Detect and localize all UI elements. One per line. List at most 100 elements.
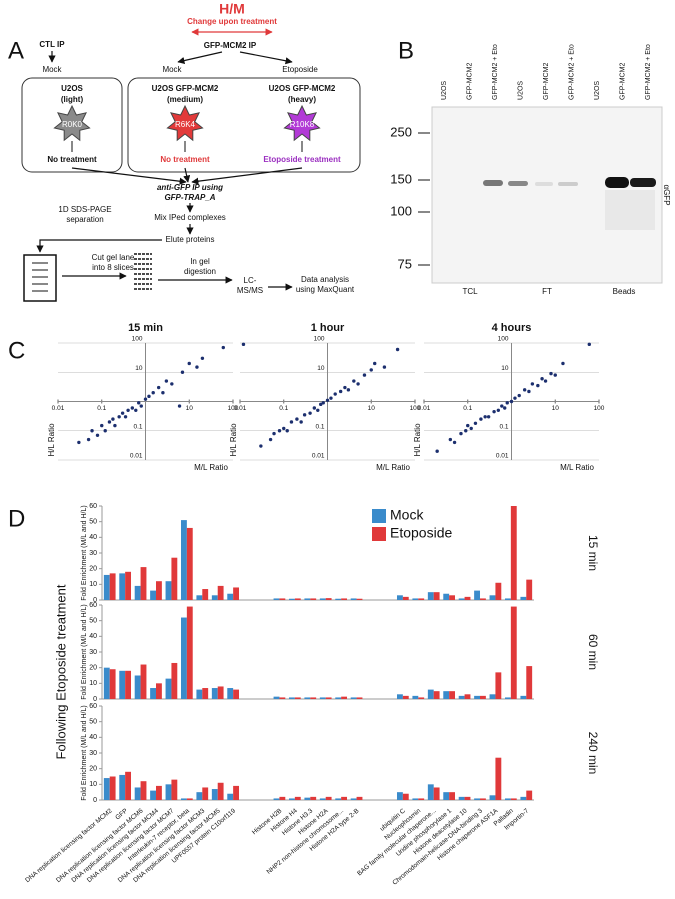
bar xyxy=(350,697,357,699)
antibody-label: αGFP xyxy=(662,184,671,205)
bar xyxy=(227,793,234,800)
data-point xyxy=(137,401,141,405)
group-label: FT xyxy=(542,287,552,296)
data-point xyxy=(479,417,483,421)
ip-step: anti-GFP IP using xyxy=(157,183,223,192)
bar xyxy=(480,695,486,699)
data-point xyxy=(90,429,94,433)
y-axis-title: Fold Enrichment (M/L and H/L) xyxy=(81,604,88,699)
band xyxy=(605,177,629,188)
bar xyxy=(310,796,317,800)
data-point xyxy=(505,401,509,405)
data-point xyxy=(452,440,457,445)
bar xyxy=(474,590,480,600)
bar xyxy=(350,598,357,600)
bar xyxy=(279,598,286,600)
bar xyxy=(335,798,342,800)
y-tick-label: 30 xyxy=(89,550,97,557)
bar xyxy=(356,796,363,800)
bar xyxy=(510,606,517,699)
marker-label: 75 xyxy=(398,256,412,271)
bar xyxy=(103,667,110,699)
data-point xyxy=(466,423,470,428)
etoposide-label: Etoposide xyxy=(282,65,318,74)
data-point xyxy=(486,415,491,419)
x-tick-label: 0.1 xyxy=(97,405,106,412)
data-point xyxy=(530,382,535,386)
y-tick-label: 20 xyxy=(89,566,97,573)
legend-label: Mock xyxy=(390,507,424,523)
legend-swatch xyxy=(372,527,386,541)
bar xyxy=(125,771,132,800)
data-point xyxy=(492,409,496,414)
bar xyxy=(134,585,141,600)
data-point xyxy=(312,406,317,410)
western-blot xyxy=(431,106,663,284)
y-tick-label: 100 xyxy=(498,336,509,343)
lane-label: GFP-MCM2 + Eto xyxy=(568,44,575,100)
x-axis-title: M/L Ratio xyxy=(560,463,594,472)
bar xyxy=(156,683,162,699)
bar xyxy=(294,697,301,699)
change-label: Change upon treatment xyxy=(187,17,277,26)
bar xyxy=(341,598,348,600)
data-point xyxy=(170,382,174,386)
cell-line: U2OS GFP-MCM2 xyxy=(269,84,336,93)
bar xyxy=(273,696,280,699)
data-point xyxy=(500,404,504,408)
y-tick-label: 10 xyxy=(501,365,509,372)
x-tick-label: 10 xyxy=(368,405,376,412)
chart-title: 1 hour xyxy=(311,322,345,334)
marker-label: 100 xyxy=(390,203,412,218)
bar xyxy=(350,798,357,800)
bar xyxy=(458,695,465,699)
bar xyxy=(464,694,471,699)
data-point xyxy=(117,415,121,419)
data-point xyxy=(553,373,557,377)
data-point xyxy=(130,406,135,410)
lane-label: U2OS xyxy=(517,81,524,100)
treatment: No treatment xyxy=(160,155,210,164)
bar xyxy=(325,598,332,600)
bar xyxy=(186,527,193,600)
bar xyxy=(273,798,280,800)
data-point xyxy=(509,399,514,404)
bar xyxy=(233,689,240,699)
bar xyxy=(288,798,295,800)
x-tick-label: 0.01 xyxy=(234,405,247,412)
data-point xyxy=(496,408,501,413)
data-point xyxy=(319,402,323,407)
box xyxy=(21,77,123,173)
bar xyxy=(480,798,486,800)
bar xyxy=(526,790,533,800)
data-point xyxy=(143,397,148,401)
bar xyxy=(134,787,141,800)
panel-letter: C xyxy=(8,337,25,364)
arrow xyxy=(183,167,191,183)
cell-line: U2OS GFP-MCM2 xyxy=(152,84,219,93)
y-tick-label: 10 xyxy=(89,680,97,687)
data-point xyxy=(164,379,169,383)
bar xyxy=(433,592,440,600)
bar xyxy=(150,590,156,600)
legend-label: Etoposide xyxy=(390,525,452,541)
bar xyxy=(458,796,465,800)
bar xyxy=(288,697,295,699)
bar xyxy=(109,776,116,800)
data-point xyxy=(180,370,185,374)
data-point xyxy=(111,417,115,421)
panel-label: 15 min xyxy=(586,535,600,571)
panel-label: 240 min xyxy=(586,732,600,775)
cut-step: Cut gel lane xyxy=(92,253,135,262)
data-point xyxy=(285,429,289,433)
data-point xyxy=(100,423,104,428)
bar xyxy=(335,598,342,600)
data-point xyxy=(308,411,312,415)
bar xyxy=(443,593,450,600)
data-point xyxy=(195,365,199,369)
data-point xyxy=(527,389,531,394)
bar xyxy=(319,697,326,699)
sds-step: 1D SDS-PAGE xyxy=(58,205,111,214)
data-point xyxy=(103,429,107,433)
cell-star xyxy=(53,104,91,142)
